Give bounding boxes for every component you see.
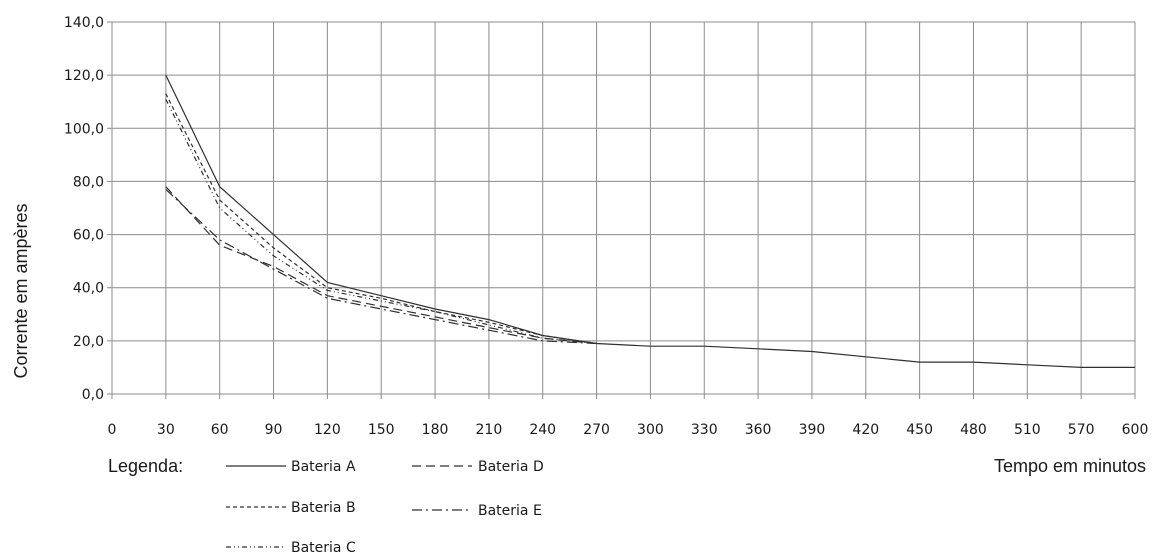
chart-series-lines (165, 74, 1135, 368)
y-tick-label: 100,0 (64, 121, 104, 137)
series-line-bateria-a (165, 74, 1135, 368)
legend-entry-label: Bateria D (478, 459, 544, 475)
x-tick-label: 240 (529, 422, 556, 438)
series-line-bateria-e (165, 188, 597, 345)
series-line-bateria-c (165, 98, 597, 345)
x-tick-label: 30 (157, 422, 175, 438)
chart-grid (107, 21, 1136, 399)
x-tick-label: 150 (368, 422, 395, 438)
y-tick-label: 80,0 (73, 174, 104, 190)
x-tick-label: 270 (583, 422, 610, 438)
x-tick-label: 390 (799, 422, 826, 438)
y-tick-label: 40,0 (73, 281, 104, 297)
y-axis-title: Corrente em ampères (11, 203, 31, 378)
x-tick-label: 420 (852, 422, 879, 438)
x-axis-ticks: 0 30 60 90 120 150 180 210 240 270 300 330 360 390 420… (108, 422, 1149, 438)
y-tick-label: 0,0 (82, 387, 104, 403)
x-tick-label: 0 (108, 422, 117, 438)
x-tick-label: 570 (1068, 422, 1095, 438)
legend-entry-label: Bateria A (291, 459, 356, 475)
x-tick-label: 120 (314, 422, 341, 438)
x-tick-label: 600 (1122, 422, 1149, 438)
x-tick-label: 330 (691, 422, 718, 438)
legend-entry-label: Bateria E (478, 503, 542, 519)
legend-title: Legenda: (108, 456, 183, 476)
x-axis-title: Tempo em minutos (994, 456, 1146, 476)
x-tick-label: 510 (1014, 422, 1041, 438)
y-tick-label: 120,0 (64, 68, 104, 84)
y-axis-ticks: 0,0 20,0 40,0 60,0 80,0 100,0 120,0 140,0 (64, 15, 104, 403)
x-tick-label: 90 (265, 422, 283, 438)
x-tick-label: 360 (745, 422, 772, 438)
y-tick-label: 20,0 (73, 334, 104, 350)
y-tick-label: 140,0 (64, 15, 104, 31)
x-tick-label: 300 (637, 422, 664, 438)
series-line-bateria-d (165, 186, 597, 345)
x-tick-label: 180 (422, 422, 449, 438)
x-tick-label: 60 (211, 422, 229, 438)
legend-entry-label: Bateria B (291, 500, 356, 516)
x-tick-label: 210 (476, 422, 503, 438)
chart-legend: Legenda: Bateria A Bateria B Bateria C Bate… (108, 456, 544, 556)
series-line-bateria-b (165, 93, 597, 345)
legend-entry-label: Bateria C (291, 540, 356, 556)
x-tick-label: 450 (906, 422, 933, 438)
x-tick-label: 480 (960, 422, 987, 438)
y-tick-label: 60,0 (73, 228, 104, 244)
